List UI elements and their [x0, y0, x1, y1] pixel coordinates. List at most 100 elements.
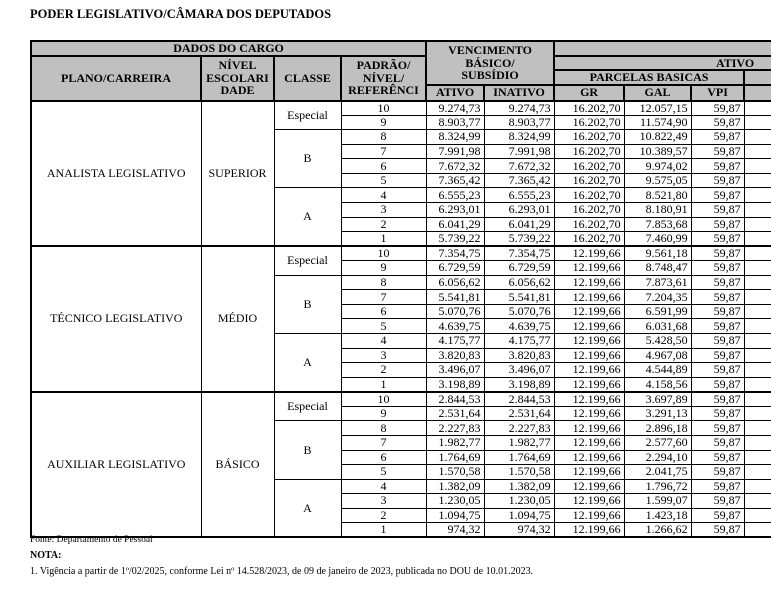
gr-cell: 12.199,66	[553, 493, 625, 509]
vencimento-ativo-cell: 1.764,69	[425, 449, 485, 466]
vencimento-ativo-cell: 6.293,01	[425, 201, 485, 218]
gr-cell: 12.199,66	[553, 522, 625, 538]
plano-carreira-cell: TÉCNICO LEGISLATIVO	[30, 245, 202, 393]
table-row: 5 1.570,58 1.570,58 12.199,66 2.041,75 59,87	[31, 464, 771, 480]
padrao-cell: 8	[340, 420, 427, 436]
gal-cell: 7.204,35	[623, 289, 692, 305]
header-vencimento-line: SUBSÍDIO	[461, 68, 519, 82]
empty-cell	[743, 376, 771, 393]
source-note: Fonte: Departamento de Pessoal	[30, 535, 153, 545]
padrao-cell: 9	[340, 405, 427, 422]
vpi-cell: 59,87	[690, 390, 745, 407]
header-spacer-cell	[743, 83, 771, 102]
padrao-cell: 2	[340, 362, 427, 378]
table-row: 1 3.198,89 3.198,89 12.199,66 4.158,56 59,87	[31, 376, 771, 393]
vencimento-ativo-cell: 1.570,58	[425, 464, 485, 480]
vencimento-inativo-cell: 1.982,77	[483, 434, 555, 451]
header-classe: CLASSE	[273, 54, 342, 102]
table-row: ANALISTA LEGISLATIVO SUPERIOR Especial 10 9.…	[30, 99, 771, 247]
gr-cell: 16.202,70	[553, 129, 625, 145]
vencimento-inativo-cell: 6.555,23	[483, 187, 555, 203]
empty-cell	[743, 129, 771, 145]
empty-cell	[743, 493, 771, 509]
empty-cell	[743, 464, 771, 480]
header-ativo: ATIVO	[425, 83, 486, 102]
vencimento-ativo-cell: 5.739,22	[425, 231, 485, 247]
vpi-cell: 59,87	[690, 231, 745, 247]
vencimento-inativo-cell: 5.541,81	[483, 289, 555, 305]
empty-cell	[743, 114, 771, 131]
padrao-cell: 7	[340, 289, 427, 305]
vpi-cell: 59,87	[690, 318, 745, 334]
gr-cell: 16.202,70	[553, 201, 625, 218]
empty-cell	[743, 245, 771, 262]
table-row: 5 4.639,75 4.639,75 12.199,66 6.031,68 59,87	[31, 318, 771, 334]
salary-table: DADOS DO CARGO VENCIMENTO BÁSICO/ SUBSÍD…	[30, 40, 771, 538]
gal-cell: 11.574,90	[623, 114, 692, 131]
empty-cell	[743, 333, 771, 349]
classe-cell: Especial	[273, 245, 342, 276]
gal-cell: 2.041,75	[623, 464, 692, 480]
vencimento-ativo-cell: 3.198,89	[425, 376, 485, 393]
vencimento-inativo-cell: 7.672,32	[483, 158, 555, 174]
empty-cell	[743, 362, 771, 378]
vpi-cell: 59,87	[690, 405, 745, 422]
table-row: TÉCNICO LEGISLATIVO MÉDIO Especial 10 7.354,…	[30, 245, 771, 393]
gal-cell: 10.389,57	[623, 143, 692, 160]
vencimento-inativo-cell: 2.227,83	[483, 420, 555, 436]
gal-cell: 3.697,89	[623, 390, 692, 407]
vencimento-inativo-cell: 9.274,73	[483, 99, 555, 116]
gr-cell: 12.199,66	[553, 303, 625, 320]
nota-label: NOTA:	[30, 550, 62, 561]
header-dados-do-cargo: DADOS DO CARGO	[30, 40, 428, 57]
vencimento-ativo-cell: 1.230,05	[425, 493, 485, 509]
vencimento-inativo-cell: 8.903,77	[483, 114, 555, 131]
gal-cell: 7.460,99	[623, 231, 692, 247]
vencimento-inativo-cell: 4.639,75	[483, 318, 555, 334]
header-ativo-section: ATIVO	[553, 54, 771, 71]
gal-cell: 1.266,62	[623, 522, 692, 538]
vpi-cell: 59,87	[690, 449, 745, 466]
vencimento-ativo-cell: 7.991,98	[425, 143, 485, 160]
nivel-escolaridade-cell: MÉDIO	[200, 245, 275, 393]
vpi-cell: 59,87	[690, 478, 745, 495]
table-row: 7 5.541,81 5.541,81 12.199,66 7.204,35 59,87	[31, 289, 771, 305]
vencimento-inativo-cell: 5.070,76	[483, 303, 555, 320]
empty-cell	[743, 260, 771, 276]
gal-cell: 3.291,13	[623, 405, 692, 422]
padrao-cell: 9	[340, 260, 427, 276]
vencimento-ativo-cell: 6.729,59	[425, 260, 485, 276]
padrao-cell: 6	[340, 449, 427, 466]
header-right-spacer	[553, 40, 771, 57]
vencimento-inativo-cell: 2.531,64	[483, 405, 555, 422]
salary-table-container: DADOS DO CARGO VENCIMENTO BÁSICO/ SUBSÍD…	[30, 40, 771, 538]
vpi-cell: 59,87	[690, 187, 745, 203]
gal-cell: 1.423,18	[623, 507, 692, 524]
vencimento-ativo-cell: 2.227,83	[425, 420, 485, 436]
padrao-cell: 9	[340, 114, 427, 131]
vencimento-ativo-cell: 4.175,77	[425, 333, 485, 349]
vencimento-ativo-cell: 2.531,64	[425, 405, 485, 422]
vencimento-inativo-cell: 1.570,58	[483, 464, 555, 480]
vpi-cell: 59,87	[690, 129, 745, 145]
vpi-cell: 59,87	[690, 289, 745, 305]
gr-cell: 12.199,66	[553, 245, 625, 262]
header-spacer-cell	[743, 69, 771, 86]
gr-cell: 12.199,66	[553, 362, 625, 378]
gal-cell: 8.748,47	[623, 260, 692, 276]
vencimento-ativo-cell: 7.354,75	[425, 245, 485, 262]
vencimento-ativo-cell: 8.903,77	[425, 114, 485, 131]
table-row: 6 7.672,32 7.672,32 16.202,70 9.974,02 59,87	[31, 158, 771, 174]
header-gal: GAL	[623, 83, 693, 102]
gr-cell: 16.202,70	[553, 231, 625, 247]
table-row: 7 1.982,77 1.982,77 12.199,66 2.577,60 59,87	[31, 434, 771, 451]
classe-cell: B	[273, 274, 342, 335]
vencimento-inativo-cell: 3.820,83	[483, 347, 555, 364]
header-gr: GR	[553, 83, 626, 102]
vencimento-ativo-cell: 3.496,07	[425, 362, 485, 378]
plano-carreira-cell: ANALISTA LEGISLATIVO	[30, 99, 202, 247]
empty-cell	[743, 143, 771, 160]
gr-cell: 12.199,66	[553, 434, 625, 451]
header-nivel-line: DADE	[220, 83, 255, 98]
padrao-cell: 10	[340, 99, 427, 116]
